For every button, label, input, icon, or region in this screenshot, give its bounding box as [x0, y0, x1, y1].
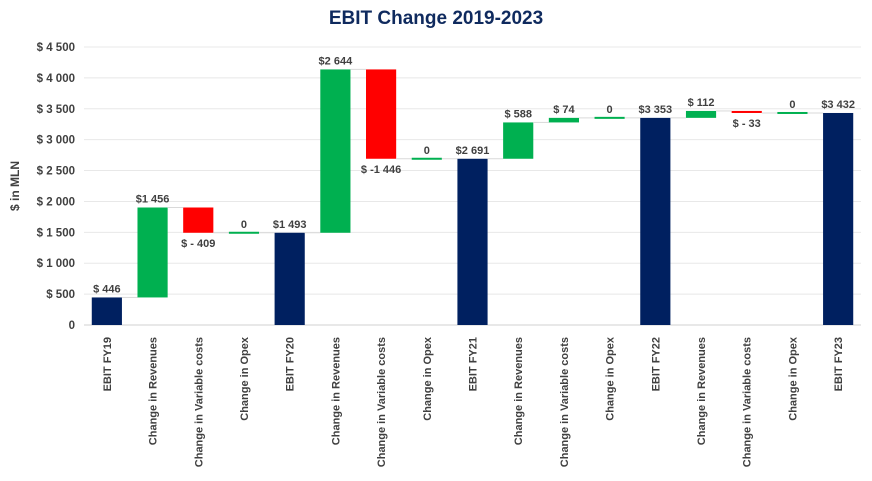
- x-tick-label: Change in Revenues: [148, 337, 160, 445]
- data-label: $ - 33: [733, 118, 761, 130]
- data-label: 0: [424, 145, 430, 157]
- x-tick-label: Change in Opex: [787, 336, 799, 421]
- x-tick-label: Change in Opex: [239, 336, 251, 421]
- data-label: $3 353: [638, 104, 672, 116]
- y-tick-label: $ 1 000: [37, 258, 75, 270]
- data-label: 0: [607, 104, 613, 116]
- data-label: $ 112: [688, 97, 715, 109]
- y-tick-label: $ 3 000: [37, 135, 75, 147]
- data-label: $ 446: [93, 283, 121, 295]
- total-bar: [640, 117, 671, 326]
- increase-bar: [685, 110, 717, 118]
- x-tick-label: Change in Variable costs: [742, 337, 754, 467]
- chart-title: EBIT Change 2019-2023: [328, 8, 544, 29]
- decrease-bar: [731, 110, 762, 113]
- total-bar: [91, 297, 122, 325]
- total-bar: [274, 232, 305, 325]
- increase-bar: [137, 207, 168, 298]
- increase-bar: [228, 231, 260, 234]
- data-label: $ -1 446: [361, 164, 401, 176]
- data-label: $2 691: [456, 145, 490, 157]
- x-tick-label: EBIT FY22: [650, 337, 662, 391]
- y-tick-label: $ 3 500: [37, 104, 75, 116]
- x-tick-label: Change in Variable costs: [559, 337, 571, 467]
- data-label: $1 456: [136, 193, 170, 205]
- x-tick-label: EBIT FY20: [285, 337, 297, 391]
- x-tick-label: Change in Variable costs: [193, 337, 205, 467]
- data-label: 0: [789, 99, 795, 111]
- y-tick-label: $ 2 000: [37, 196, 75, 208]
- decrease-bar: [366, 69, 397, 159]
- data-label: $ - 409: [181, 238, 215, 250]
- x-tick-label: EBIT FY21: [468, 337, 480, 391]
- y-tick-label: 0: [69, 320, 75, 332]
- y-tick-label: $ 4 000: [37, 73, 75, 85]
- y-tick-label: $ 4 500: [37, 42, 75, 54]
- increase-bar: [320, 69, 351, 233]
- decrease-bar: [183, 207, 214, 233]
- increase-bar: [411, 157, 442, 160]
- y-tick-label: $ 1 500: [37, 227, 75, 239]
- x-tick-label: Change in Opex: [422, 336, 434, 421]
- y-tick-label: $ 500: [46, 289, 75, 301]
- y-axis-title: $ in MLN: [8, 161, 22, 211]
- data-label: $3 432: [821, 99, 855, 111]
- data-label: $ 74: [553, 104, 575, 116]
- x-tick-label: Change in Opex: [605, 336, 617, 421]
- x-tick-label: EBIT FY19: [102, 337, 114, 391]
- increase-bar: [777, 111, 808, 114]
- x-tick-label: Change in Revenues: [696, 337, 708, 445]
- data-label: 0: [241, 219, 247, 231]
- increase-bar: [548, 117, 579, 123]
- x-tick-label: EBIT FY23: [833, 337, 845, 391]
- data-label: $2 644: [319, 55, 354, 67]
- increase-bar: [503, 122, 534, 159]
- data-label: $1 493: [273, 219, 307, 231]
- y-tick-label: $ 2 500: [37, 166, 75, 178]
- x-tick-label: Change in Variable costs: [376, 337, 388, 467]
- x-tick-label: Change in Revenues: [330, 337, 342, 445]
- total-bar: [823, 112, 854, 325]
- total-bar: [457, 158, 488, 325]
- x-tick-label: Change in Revenues: [513, 337, 525, 445]
- increase-bar: [594, 116, 625, 119]
- data-label: $ 588: [504, 108, 532, 120]
